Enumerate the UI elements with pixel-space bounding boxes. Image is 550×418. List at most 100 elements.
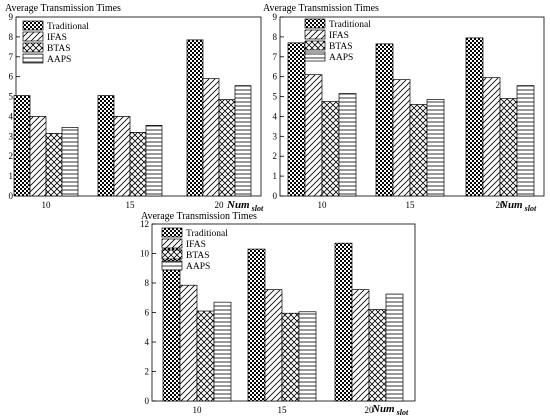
bar-btas-20: [368, 309, 387, 402]
y-tick-label: 3: [9, 131, 14, 141]
bar-aaps-20: [516, 85, 535, 197]
y-tick-label: 8: [273, 32, 278, 42]
bar-ifas-20: [482, 77, 501, 197]
bar-traditional-20: [186, 39, 204, 197]
legend-swatch-ifas: [161, 238, 183, 249]
y-axis-ticks: 0 1 2 3 4 5 6 7 8 9: [9, 12, 20, 201]
bar-traditional-15: [375, 43, 394, 197]
chart-panel-1: Average Transmission Times 0 1 2 3 4 5 6 7 8 9 10…: [5, 3, 264, 213]
bar-aaps-10: [213, 301, 232, 402]
bar-traditional-20: [334, 242, 353, 402]
y-tick-label: 4: [145, 337, 150, 347]
legend-label-traditional: Traditional: [186, 229, 228, 239]
x-tick-label: 10: [193, 405, 203, 415]
legend-label-btas: BTAS: [186, 251, 210, 261]
bar-traditional-15: [247, 248, 266, 402]
bar-ifas-10: [179, 284, 198, 402]
legend-label-btas: BTAS: [329, 42, 353, 52]
legend-swatch-btas: [22, 42, 44, 53]
y-axis-ticks: 0 2 4 6 8 10 12: [140, 219, 156, 406]
y-tick-label: 8: [145, 278, 150, 288]
y-tick-label: 6: [273, 72, 278, 82]
legend-swatch-traditional: [304, 18, 326, 29]
bar-group: [13, 39, 252, 197]
bar-btas-10: [45, 133, 63, 197]
bar-traditional-10: [162, 247, 181, 402]
bar-aaps-15: [145, 125, 163, 197]
y-tick-label: 0: [9, 191, 14, 201]
bar-group: [162, 242, 404, 402]
bar-aaps-20: [234, 85, 252, 197]
x-axis-title-main: Num: [499, 199, 523, 211]
bar-traditional-15: [97, 95, 115, 197]
x-axis-title: Num slot: [371, 403, 409, 417]
y-tick-label: 1: [9, 171, 14, 181]
x-axis-ticks: 10 15 20: [42, 192, 224, 210]
x-axis-title-subscript: slot: [396, 408, 409, 417]
bar-ifas-15: [264, 289, 283, 402]
legend-label-traditional: Traditional: [47, 22, 89, 32]
legend-label-aaps: AAPS: [186, 262, 210, 272]
legend-swatch-traditional: [161, 227, 183, 238]
bar-btas-15: [281, 312, 300, 402]
legend-swatch-aaps: [22, 53, 44, 64]
x-tick-label: 15: [406, 200, 416, 210]
legend-swatch-aaps: [161, 260, 183, 271]
x-axis-title-main: Num: [371, 403, 395, 415]
x-axis-title-subscript: slot: [524, 204, 537, 213]
y-tick-label: 10: [140, 249, 150, 259]
bar-traditional-20: [465, 37, 484, 197]
bar-ifas-10: [29, 116, 47, 197]
legend-label-ifas: IFAS: [47, 33, 67, 43]
y-tick-label: 7: [9, 52, 14, 62]
y-tick-label: 6: [145, 308, 150, 318]
x-axis-title: Num slot: [499, 199, 537, 213]
x-axis-ticks: 10 15 20: [193, 397, 375, 415]
legend-label-aaps: AAPS: [47, 55, 71, 65]
y-tick-label: 12: [140, 219, 149, 229]
y-axis-ticks: 0 1 2 3 4 5 6 7 8 9: [273, 12, 284, 201]
x-tick-label: 15: [126, 200, 136, 210]
legend-swatch-btas: [304, 40, 326, 51]
y-tick-label: 7: [273, 52, 278, 62]
bar-btas-15: [409, 104, 428, 197]
legend-swatch-ifas: [304, 29, 326, 40]
bar-ifas-15: [392, 79, 411, 197]
bar-ifas-20: [351, 289, 370, 402]
x-tick-label: 10: [318, 200, 328, 210]
bar-aaps-15: [298, 311, 317, 402]
y-tick-label: 8: [9, 32, 14, 42]
legend-swatch-aaps: [304, 51, 326, 62]
legend-label-aaps: AAPS: [329, 53, 353, 63]
bar-traditional-10: [13, 95, 31, 197]
y-tick-label: 9: [9, 12, 14, 22]
bar-aaps-20: [385, 293, 404, 402]
legend-label-ifas: IFAS: [186, 240, 206, 250]
x-tick-label: 20: [496, 200, 506, 210]
x-axis-title: Num slot: [226, 199, 264, 213]
y-tick-label: 9: [273, 12, 278, 22]
bar-btas-15: [129, 132, 147, 197]
x-axis-title-subscript: slot: [251, 204, 264, 213]
legend-swatch-ifas: [22, 31, 44, 42]
y-tick-label: 6: [9, 72, 14, 82]
bar-aaps-15: [426, 99, 445, 197]
y-axis-title: Average Transmission Times: [5, 3, 121, 14]
bar-aaps-10: [338, 93, 357, 197]
y-tick-label: 1: [273, 171, 278, 181]
bar-group: [287, 37, 535, 197]
bar-ifas-10: [304, 74, 323, 197]
x-tick-label: 20: [365, 405, 375, 415]
y-tick-label: 2: [273, 151, 278, 161]
bar-btas-10: [321, 101, 340, 197]
legend-swatch-btas: [161, 249, 183, 260]
y-tick-label: 2: [145, 367, 150, 377]
bar-traditional-10: [287, 42, 306, 197]
y-tick-label: 5: [9, 92, 14, 102]
chart-panel-2: Average Transmission Times 0 1 2 3 4 5 6 7 8 9 10…: [263, 3, 545, 213]
bar-btas-10: [196, 310, 215, 402]
legend-label-traditional: Traditional: [329, 20, 371, 30]
